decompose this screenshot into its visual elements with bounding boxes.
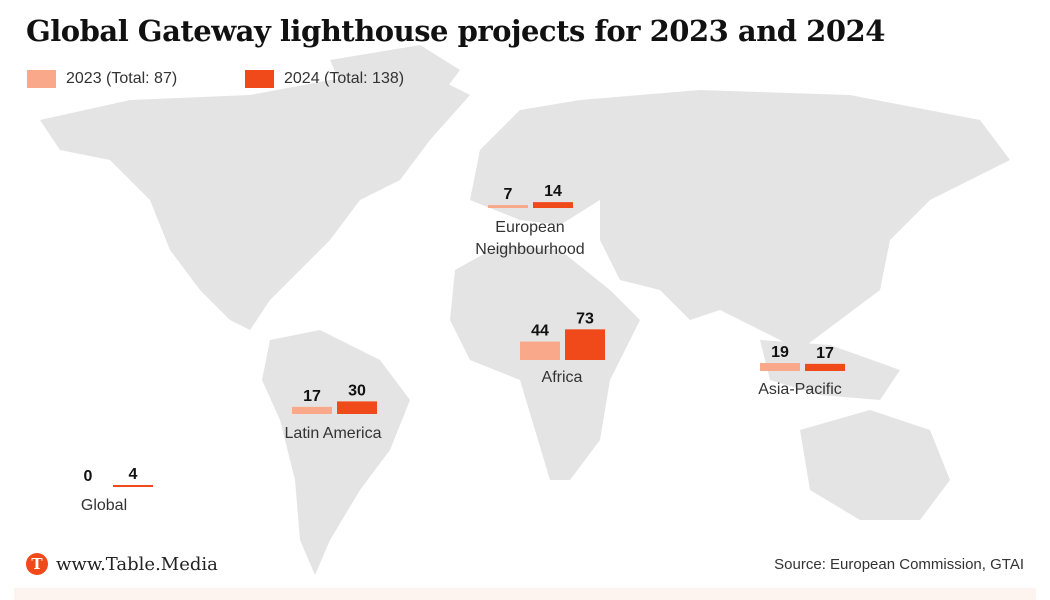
brand-logo: T www.Table.Media — [26, 553, 218, 575]
data-label: 73 — [576, 310, 594, 327]
data-label: 17 — [816, 345, 834, 362]
region-label: European — [495, 219, 564, 236]
asia — [580, 90, 1010, 350]
legend-label-2023: 2023 (Total: 87) — [66, 70, 178, 87]
data-label: 7 — [504, 186, 513, 203]
north-america — [40, 70, 470, 330]
region-label: Africa — [542, 369, 583, 386]
bar-africa-2024 — [565, 329, 605, 360]
legend-swatch-2024 — [245, 70, 274, 88]
greenland — [330, 45, 460, 130]
source-note: Source: European Commission, GTAI — [774, 556, 1024, 573]
table-media-logo-icon: T — [26, 553, 48, 575]
region-label: Neighbourhood — [475, 241, 584, 258]
bar-asia-pacific-2023 — [760, 363, 800, 371]
bar-european-neighbourhood-2024 — [533, 202, 573, 208]
data-label: 14 — [544, 183, 562, 200]
data-label: 0 — [84, 468, 93, 485]
bar-latin-america-2024 — [337, 401, 377, 414]
region-label: Latin America — [285, 425, 382, 442]
bar-european-neighbourhood-2023 — [488, 205, 528, 208]
bar-africa-2023 — [520, 341, 560, 360]
chart-title: Global Gateway lighthouse projects for 2… — [26, 14, 885, 48]
data-label: 19 — [771, 344, 789, 361]
bar-latin-america-2023 — [292, 406, 332, 414]
region-label: Asia-Pacific — [758, 381, 842, 398]
europe — [470, 100, 600, 225]
data-label: 44 — [531, 323, 549, 340]
continents — [40, 45, 1010, 575]
legend-swatch-2023 — [27, 70, 56, 88]
data-label: 17 — [303, 388, 321, 405]
south-america — [262, 330, 410, 575]
data-label: 30 — [348, 382, 366, 399]
brand-url: www.Table.Media — [56, 553, 218, 575]
data-label: 4 — [129, 466, 138, 483]
bar-asia-pacific-2024 — [805, 363, 845, 371]
legend-label-2024: 2024 (Total: 138) — [284, 70, 405, 87]
legend-item-2024: 2024 (Total: 138) — [245, 70, 404, 88]
bar-global-2024 — [113, 485, 153, 487]
bars: 7 14 European Neighbourhood 44 73 Africa 17 30 La… — [81, 183, 845, 514]
region-label: Global — [81, 497, 127, 514]
legend-item-2023: 2023 (Total: 87) — [27, 70, 177, 88]
africa — [450, 245, 640, 480]
bottom-strip — [14, 588, 1036, 600]
australia — [800, 410, 950, 520]
